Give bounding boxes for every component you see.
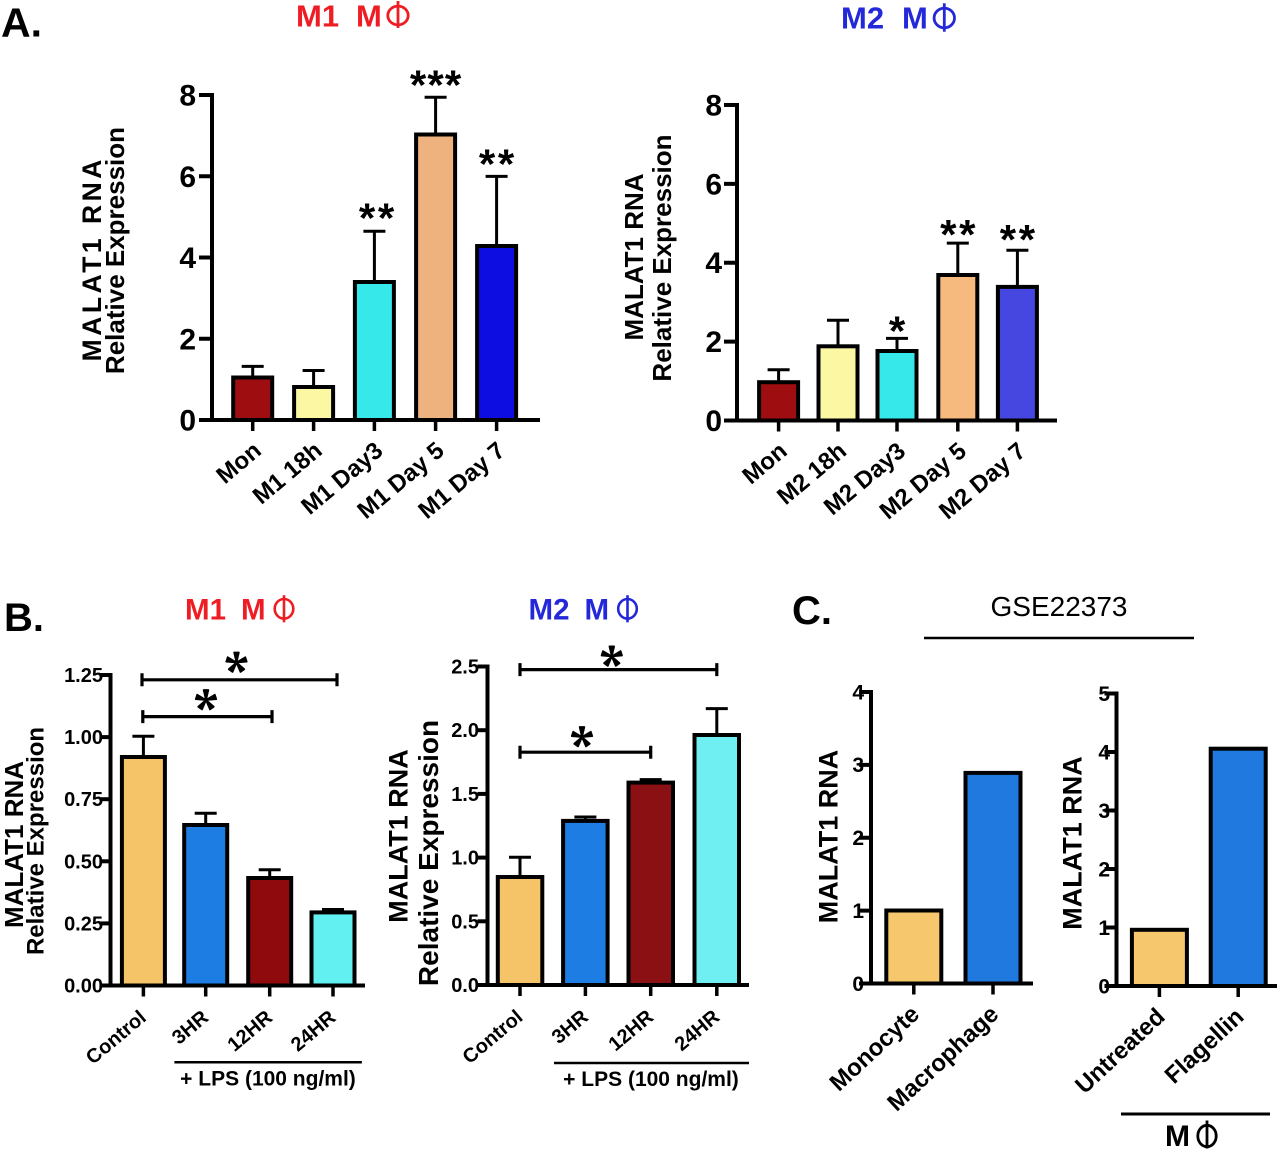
svg-text:Relative Expression: Relative Expression: [100, 127, 130, 374]
svg-text:B.: B.: [4, 596, 44, 640]
svg-text:1.00: 1.00: [64, 727, 103, 749]
svg-text:*: *: [359, 194, 376, 241]
svg-text:4: 4: [852, 681, 864, 704]
svg-text:0.00: 0.00: [64, 976, 103, 998]
svg-text:0: 0: [179, 405, 196, 438]
svg-text:M2: M2: [529, 594, 570, 627]
svg-text:0: 0: [1098, 975, 1110, 998]
svg-text:*: *: [940, 211, 957, 258]
svg-text:*: *: [427, 61, 444, 108]
svg-text:0.50: 0.50: [64, 851, 103, 873]
svg-text:0.75: 0.75: [64, 789, 103, 811]
svg-text:MALAT1 RNA: MALAT1 RNA: [1057, 756, 1087, 929]
svg-text:1.25: 1.25: [64, 665, 103, 687]
svg-text:M: M: [241, 594, 266, 627]
svg-text:+ LPS (100 ng/ml): + LPS (100 ng/ml): [563, 1068, 739, 1091]
svg-text:2: 2: [1098, 858, 1110, 881]
svg-text:Relative Expression: Relative Expression: [413, 720, 444, 986]
svg-text:*: *: [1019, 216, 1036, 263]
svg-text:MALAT1 RNA: MALAT1 RNA: [383, 749, 413, 922]
svg-text:4: 4: [705, 247, 722, 280]
svg-text:*: *: [479, 140, 496, 187]
svg-text:0.25: 0.25: [64, 913, 103, 935]
svg-text:M: M: [902, 1, 928, 36]
svg-text:+ LPS (100 ng/ml): + LPS (100 ng/ml): [180, 1068, 356, 1091]
svg-text:*: *: [959, 211, 976, 258]
svg-text:8: 8: [179, 80, 196, 113]
svg-text:A.: A.: [1, 0, 42, 46]
svg-text:1: 1: [852, 900, 864, 923]
svg-text:*: *: [889, 307, 906, 354]
svg-text:4: 4: [1098, 741, 1110, 764]
svg-text:M1: M1: [296, 0, 339, 34]
svg-text:M: M: [585, 594, 610, 627]
svg-text:2: 2: [852, 827, 864, 850]
svg-text:M1: M1: [185, 594, 226, 627]
svg-text:6: 6: [705, 168, 722, 201]
svg-text:2: 2: [705, 326, 722, 359]
svg-text:Relative Expression: Relative Expression: [647, 134, 677, 381]
svg-text:MALAT1 RNA: MALAT1 RNA: [77, 156, 107, 361]
svg-text:C.: C.: [792, 589, 832, 633]
svg-text:0.0: 0.0: [451, 975, 479, 997]
svg-text:5: 5: [1098, 683, 1110, 706]
svg-text:*: *: [498, 140, 515, 187]
svg-text:3: 3: [852, 754, 864, 777]
svg-text:1.0: 1.0: [451, 848, 479, 870]
svg-text:MALAT1 RNA: MALAT1 RNA: [619, 173, 649, 340]
svg-text:3: 3: [1098, 800, 1110, 823]
svg-text:M2: M2: [841, 1, 884, 36]
svg-text:8: 8: [705, 89, 722, 122]
svg-text:0.5: 0.5: [451, 911, 479, 933]
svg-text:*: *: [445, 61, 462, 108]
svg-text:*: *: [378, 194, 395, 241]
svg-text:2.0: 2.0: [451, 720, 479, 742]
svg-text:GSE22373: GSE22373: [991, 591, 1128, 622]
svg-text:0: 0: [705, 405, 722, 438]
svg-text:MALAT1 RNA: MALAT1 RNA: [0, 761, 29, 928]
svg-text:1.5: 1.5: [451, 784, 479, 806]
svg-text:4: 4: [179, 242, 196, 275]
svg-text:2: 2: [179, 323, 196, 356]
svg-text:MALAT1 RNA: MALAT1 RNA: [813, 750, 843, 923]
svg-text:M: M: [356, 0, 382, 34]
svg-text:*: *: [1000, 216, 1017, 263]
svg-text:M: M: [1165, 1120, 1190, 1150]
svg-text:2.5: 2.5: [451, 657, 479, 679]
svg-text:*: *: [410, 61, 427, 108]
svg-text:1: 1: [1098, 917, 1110, 940]
svg-text:Relative Expression: Relative Expression: [22, 727, 49, 955]
svg-text:0: 0: [852, 973, 864, 996]
svg-text:6: 6: [179, 161, 196, 194]
